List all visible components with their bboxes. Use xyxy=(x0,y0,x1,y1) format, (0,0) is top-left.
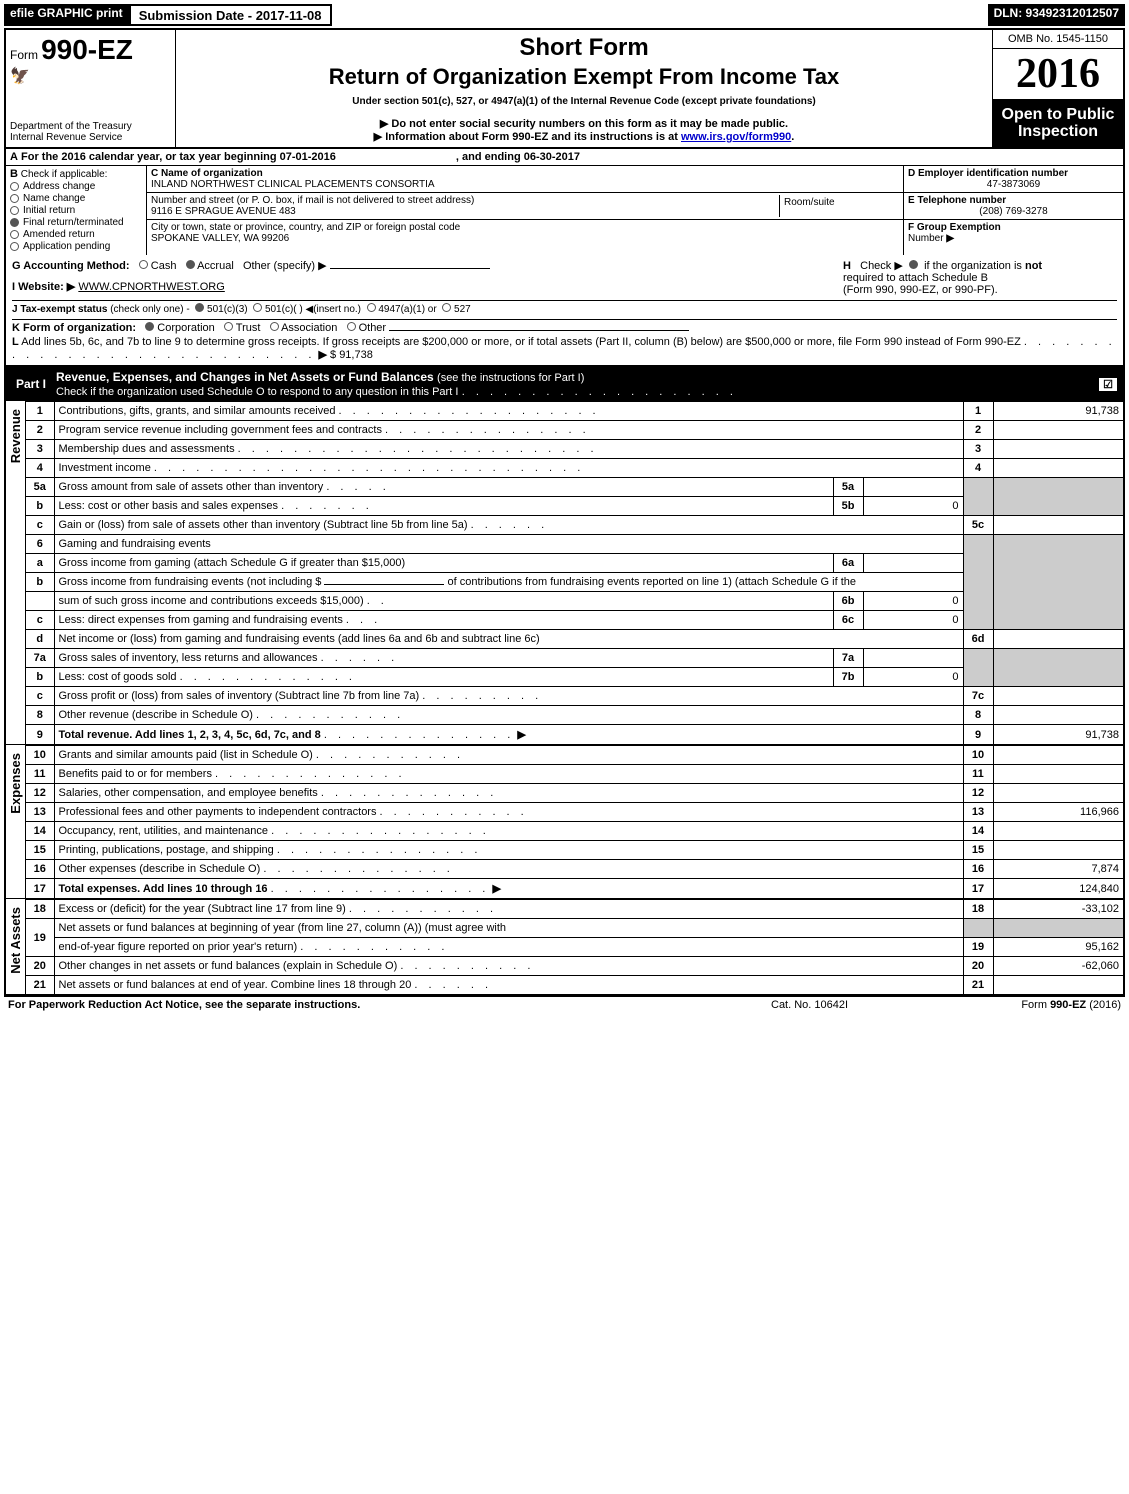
mid-block: G Accounting Method: Cash Accrual Other … xyxy=(4,255,1125,367)
dln-label: DLN: 93492312012507 xyxy=(988,4,1125,26)
tax-year: 2016 xyxy=(993,49,1123,100)
line5b-value: 0 xyxy=(863,497,963,516)
col-c: C Name of organization INLAND NORTHWEST … xyxy=(146,166,903,255)
e-phone-label: E Telephone number xyxy=(908,195,1119,206)
cat-number: Cat. No. 10642I xyxy=(771,999,971,1011)
radio-association[interactable] xyxy=(270,322,279,331)
radio-h-check[interactable] xyxy=(909,260,918,269)
radio-527[interactable] xyxy=(442,303,451,312)
part1-label: Part I xyxy=(12,377,56,391)
phone-value: (208) 769-3278 xyxy=(908,206,1119,217)
org-address: 9116 E SPRAGUE AVENUE 483 xyxy=(151,206,779,217)
c-name-label: C Name of organization xyxy=(151,168,899,179)
line7b-value: 0 xyxy=(863,668,963,687)
expenses-table: 10Grants and similar amounts paid (list … xyxy=(26,745,1123,899)
line19-value: 95,162 xyxy=(993,938,1123,957)
top-bar: efile GRAPHIC print Submission Date - 20… xyxy=(4,4,1125,26)
radio-4947[interactable] xyxy=(367,303,376,312)
d-ein-label: D Employer identification number xyxy=(908,168,1119,179)
form-footer-label: Form 990-EZ (2016) xyxy=(971,999,1121,1011)
line9-value: 91,738 xyxy=(993,725,1123,745)
h-label: H xyxy=(843,260,851,272)
j-label: J Tax-exempt status xyxy=(12,304,107,315)
i-website-label: I Website: ▶ xyxy=(12,281,75,293)
omb-number: OMB No. 1545-1150 xyxy=(993,30,1123,49)
ein-value: 47-3873069 xyxy=(908,179,1119,190)
dept-treasury: Department of the Treasury xyxy=(10,121,171,132)
line6c-value: 0 xyxy=(863,611,963,630)
row-a-label: A xyxy=(10,151,18,163)
row-a-text1: For the 2016 calendar year, or tax year … xyxy=(21,151,336,163)
radio-initial-return[interactable] xyxy=(10,206,19,215)
radio-trust[interactable] xyxy=(224,322,233,331)
f-group-label: F Group Exemption xyxy=(908,222,1001,233)
line20-value: -62,060 xyxy=(993,957,1123,976)
form-number: 990-EZ xyxy=(41,34,133,65)
row-a-text2: , and ending 06-30-2017 xyxy=(456,151,580,163)
line13-value: 116,966 xyxy=(993,803,1123,822)
l-text: Add lines 5b, 6c, and 7b to line 9 to de… xyxy=(21,336,1021,348)
radio-accrual[interactable] xyxy=(186,260,195,269)
revenue-side-label: Revenue xyxy=(6,401,25,471)
radio-501c[interactable] xyxy=(253,303,262,312)
radio-final-return[interactable] xyxy=(10,218,19,227)
form-header: Form 990-EZ 🦅 Department of the Treasury… xyxy=(4,28,1125,149)
ssn-warning: ▶ Do not enter social security numbers o… xyxy=(184,117,984,130)
c-addr-label: Number and street (or P. O. box, if mail… xyxy=(151,195,779,206)
treasury-icon: 🦅 xyxy=(10,66,171,86)
radio-k-other[interactable] xyxy=(347,322,356,331)
l-label: L xyxy=(12,336,19,348)
netassets-side-label: Net Assets xyxy=(6,899,25,982)
submission-date: Submission Date - 2017-11-08 xyxy=(129,4,332,26)
entity-block: B Check if applicable: Address change Na… xyxy=(4,166,1125,255)
l-amount: $ 91,738 xyxy=(330,349,373,361)
line18-value: -33,102 xyxy=(993,900,1123,919)
irs-label: Internal Revenue Service xyxy=(10,132,171,143)
c-city-label: City or town, state or province, country… xyxy=(151,222,899,233)
org-name: INLAND NORTHWEST CLINICAL PLACEMENTS CON… xyxy=(151,179,899,190)
row-a: A For the 2016 calendar year, or tax yea… xyxy=(4,149,1125,166)
expenses-side-label: Expenses xyxy=(6,745,25,822)
part1-checkbox[interactable]: ☑ xyxy=(1099,378,1117,391)
paperwork-notice: For Paperwork Reduction Act Notice, see … xyxy=(8,999,771,1011)
part1-header: Part I Revenue, Expenses, and Changes in… xyxy=(4,367,1125,401)
radio-cash[interactable] xyxy=(139,260,148,269)
short-form-title: Short Form xyxy=(184,34,984,62)
col-b-label: B xyxy=(10,168,18,180)
org-city: SPOKANE VALLEY, WA 99206 xyxy=(151,233,899,244)
g-label: G Accounting Method: xyxy=(12,260,130,272)
netassets-table: 18Excess or (deficit) for the year (Subt… xyxy=(26,899,1123,995)
radio-corporation[interactable] xyxy=(145,322,154,331)
info-line: ▶ Information about Form 990-EZ and its … xyxy=(184,130,984,143)
radio-name-change[interactable] xyxy=(10,194,19,203)
col-def: D Employer identification number 47-3873… xyxy=(903,166,1123,255)
room-suite-label: Room/suite xyxy=(784,197,895,208)
website-value[interactable]: WWW.CPNORTHWEST.ORG xyxy=(78,281,224,293)
radio-amended-return[interactable] xyxy=(10,230,19,239)
open-to-public: Open to Public Inspection xyxy=(993,100,1123,147)
line6b-value: 0 xyxy=(863,592,963,611)
revenue-table: 1Contributions, gifts, grants, and simil… xyxy=(26,401,1123,745)
f-number-label: Number xyxy=(908,233,944,244)
efile-label: efile GRAPHIC print xyxy=(4,4,129,26)
f-arrow-icon: ▶ xyxy=(946,233,954,244)
radio-application-pending[interactable] xyxy=(10,242,19,251)
radio-501c3[interactable] xyxy=(195,303,204,312)
irs-link[interactable]: www.irs.gov/form990 xyxy=(681,131,791,143)
line1-value: 91,738 xyxy=(993,402,1123,421)
return-title: Return of Organization Exempt From Incom… xyxy=(184,64,984,90)
under-section-text: Under section 501(c), 527, or 4947(a)(1)… xyxy=(184,96,984,107)
form-word: Form xyxy=(10,48,38,62)
k-label: K Form of organization: xyxy=(12,322,136,334)
col-b: B Check if applicable: Address change Na… xyxy=(6,166,146,255)
line16-value: 7,874 xyxy=(993,860,1123,879)
radio-address-change[interactable] xyxy=(10,182,19,191)
line17-value: 124,840 xyxy=(993,879,1123,899)
page-footer: For Paperwork Reduction Act Notice, see … xyxy=(4,997,1125,1013)
